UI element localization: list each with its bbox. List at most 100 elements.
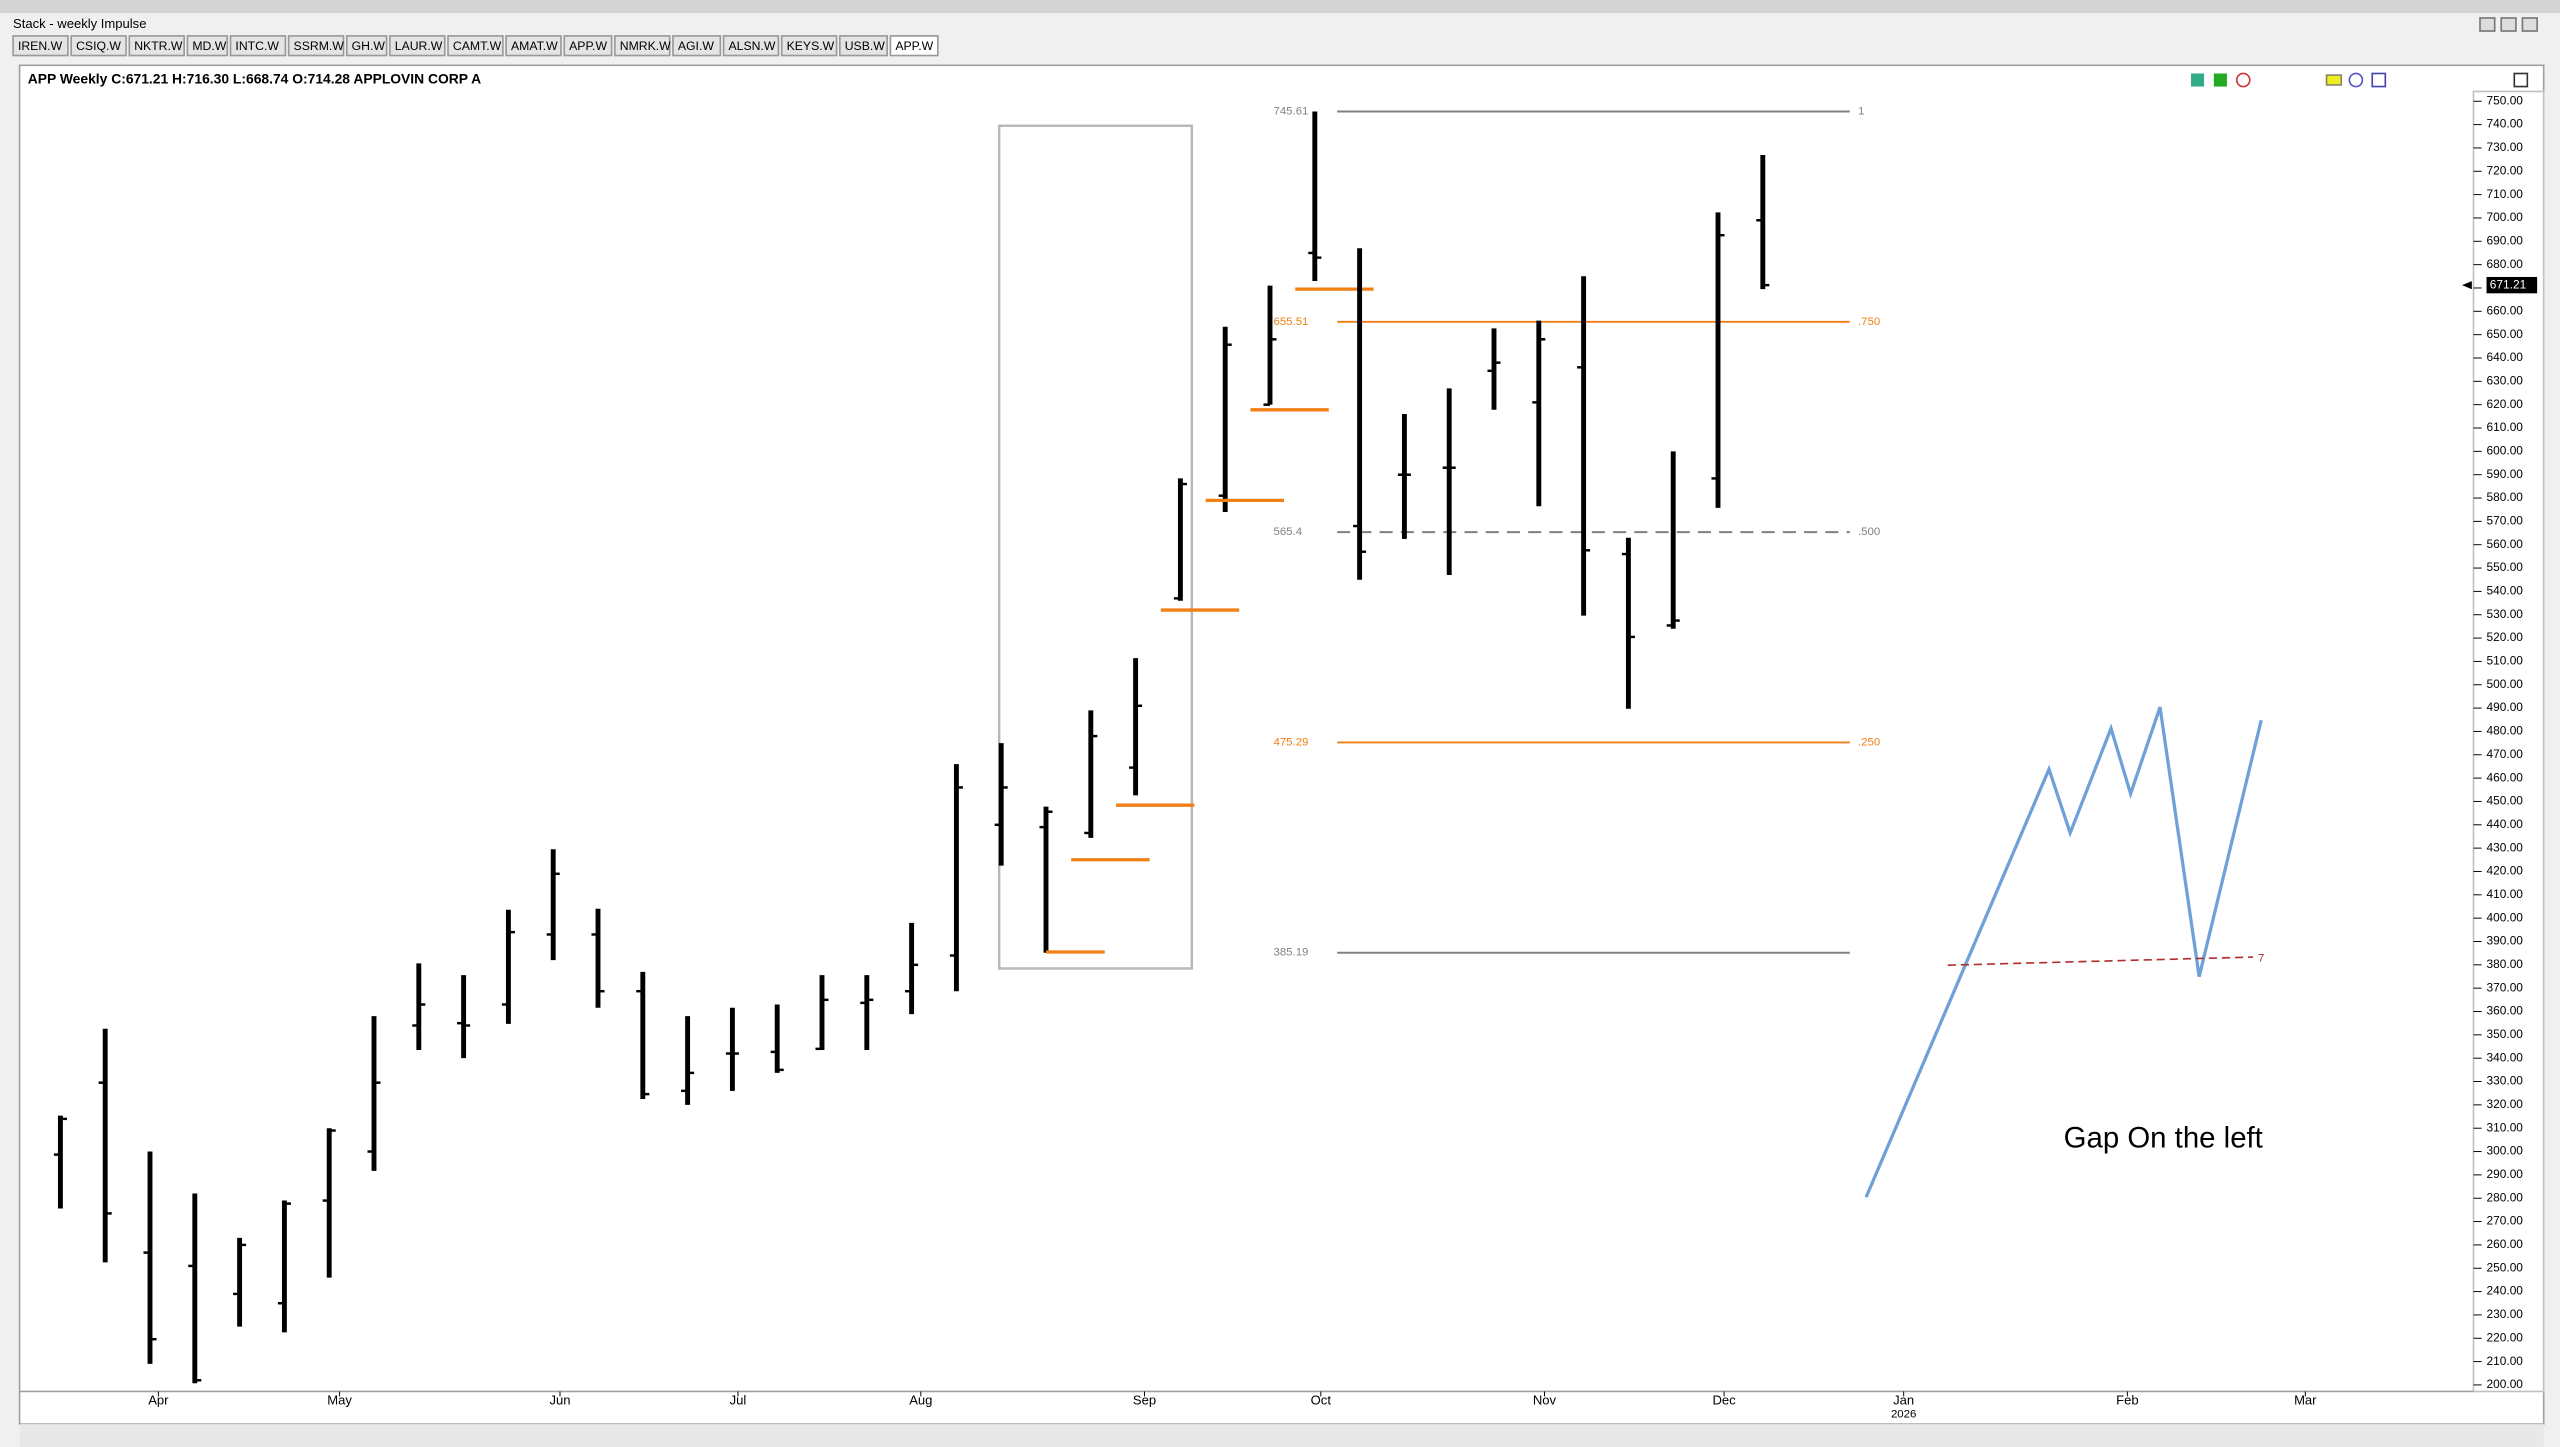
tab-label: INTC.W (235, 39, 279, 53)
tab[interactable] (70, 35, 127, 57)
x-tick-label: Feb (2116, 1393, 2138, 1408)
tab-label: AMAT.W (511, 39, 558, 53)
y-tick-label: 390.00 (2487, 934, 2524, 948)
y-tick-label: 360.00 (2487, 1004, 2524, 1018)
y-tick-label: 300.00 (2487, 1144, 2524, 1158)
tool-icon[interactable] (2235, 72, 2251, 88)
tab[interactable] (229, 35, 287, 57)
tab-label: USB.W (845, 39, 886, 53)
chart-header: APP Weekly C:671.21 H:716.30 L:668.74 O:… (28, 71, 481, 87)
toolbar-icons (2191, 72, 2529, 88)
y-tick-label: 550.00 (2487, 560, 2524, 574)
tab[interactable] (672, 35, 722, 57)
fib-ratio-label: 1 (1858, 106, 1864, 118)
y-tick-label: 210.00 (2487, 1354, 2524, 1368)
y-tick-label: 480.00 (2487, 724, 2524, 738)
tab-label: GH.W (352, 39, 386, 53)
annotation: Gap On the left (2064, 1122, 2263, 1155)
tab-label: LAUR.W (395, 39, 443, 53)
fib-ratio-label: .750 (1858, 316, 1880, 328)
y-tick-label: 250.00 (2487, 1260, 2524, 1274)
x-tick-label: Jan (1893, 1393, 1914, 1408)
x-tick-label: Sep (1133, 1393, 1156, 1408)
tab[interactable] (780, 35, 838, 57)
tab[interactable] (447, 35, 504, 57)
y-tick-label: 590.00 (2487, 467, 2524, 481)
tool-icon[interactable] (2213, 73, 2227, 87)
minimize-button[interactable] (2479, 17, 2496, 32)
y-tick-label: 570.00 (2487, 514, 2524, 528)
y-tick-label: 560.00 (2487, 537, 2524, 551)
y-tick-label: 400.00 (2487, 910, 2524, 924)
close-button[interactable] (2521, 17, 2538, 32)
y-tick-label: 710.00 (2487, 187, 2524, 201)
tab-label: CAMT.W (453, 39, 502, 53)
x-tick-label: Oct (1311, 1393, 1332, 1408)
y-tick-label: 660.00 (2487, 303, 2524, 317)
tab-label: MD.W (192, 39, 226, 53)
y-tick-label: 620.00 (2487, 397, 2524, 411)
y-tick-label: 460.00 (2487, 770, 2524, 784)
tab[interactable] (345, 35, 388, 57)
y-tick-label: 490.00 (2487, 700, 2524, 714)
tab[interactable] (614, 35, 671, 57)
top-strip (0, 0, 2560, 14)
y-tick-label: 700.00 (2487, 210, 2524, 224)
tab-label: APP.W (569, 39, 607, 53)
tab[interactable] (889, 35, 939, 57)
y-tick-label: 600.00 (2487, 444, 2524, 458)
tab-label: AGI.W (678, 39, 714, 53)
x-tick-label: May (327, 1393, 352, 1408)
y-tick-label: 740.00 (2487, 117, 2524, 131)
y-tick-label: 240.00 (2487, 1284, 2524, 1298)
tab[interactable] (128, 35, 185, 57)
tool-icon[interactable] (2325, 74, 2343, 86)
tab-label: SSRM.W (294, 39, 345, 53)
tab[interactable] (839, 35, 889, 57)
y-tick-label: 220.00 (2487, 1330, 2524, 1344)
bottom-strip (19, 1424, 2544, 1447)
y-tick-label: 650.00 (2487, 327, 2524, 341)
y-tick-label: 450.00 (2487, 794, 2524, 808)
y-tick-label: 640.00 (2487, 350, 2524, 364)
y-tick-label: 290.00 (2487, 1167, 2524, 1181)
chart-panel (18, 64, 2545, 1425)
y-tick-label: 380.00 (2487, 957, 2524, 971)
tab-label: IREN.W (18, 39, 63, 53)
y-tick-label: 430.00 (2487, 840, 2524, 854)
restore-button[interactable] (2500, 17, 2517, 32)
tab[interactable] (563, 35, 613, 57)
window-controls (2479, 17, 2538, 32)
price-axis (2472, 90, 2545, 1393)
y-tick-label: 310.00 (2487, 1120, 2524, 1134)
tool-icon[interactable] (2348, 72, 2364, 88)
tab-label: NMRK.W (620, 39, 671, 53)
y-tick-label: 520.00 (2487, 630, 2524, 644)
y-tick-label: 750.00 (2487, 93, 2524, 107)
tab[interactable] (287, 35, 345, 57)
price-arrow (2462, 281, 2472, 290)
fib-price-label: 385.19 (1273, 947, 1308, 959)
y-tick-label: 330.00 (2487, 1074, 2524, 1088)
x-year-label: 2026 (1891, 1408, 1916, 1420)
fib-ratio-label: .500 (1858, 526, 1880, 538)
price-marker-label: 671.21 (2490, 277, 2527, 291)
tab-label: CSIQ.W (76, 39, 121, 53)
x-tick-label: Apr (148, 1393, 169, 1408)
tab[interactable] (186, 35, 229, 57)
tab[interactable] (505, 35, 562, 57)
tab-label: APP.W (895, 39, 933, 53)
tab[interactable] (389, 35, 446, 57)
y-tick-label: 610.00 (2487, 420, 2524, 434)
tool-icon[interactable] (2513, 72, 2529, 88)
y-tick-label: 370.00 (2487, 980, 2524, 994)
tool-icon[interactable] (2191, 73, 2205, 87)
y-tick-label: 510.00 (2487, 654, 2524, 668)
tool-icon[interactable] (2371, 72, 2387, 88)
y-tick-label: 320.00 (2487, 1097, 2524, 1111)
x-tick-label: Mar (2294, 1393, 2317, 1408)
y-tick-label: 540.00 (2487, 584, 2524, 598)
tab[interactable] (12, 35, 69, 57)
projection-label: 7 (2258, 953, 2264, 965)
tab[interactable] (722, 35, 780, 57)
